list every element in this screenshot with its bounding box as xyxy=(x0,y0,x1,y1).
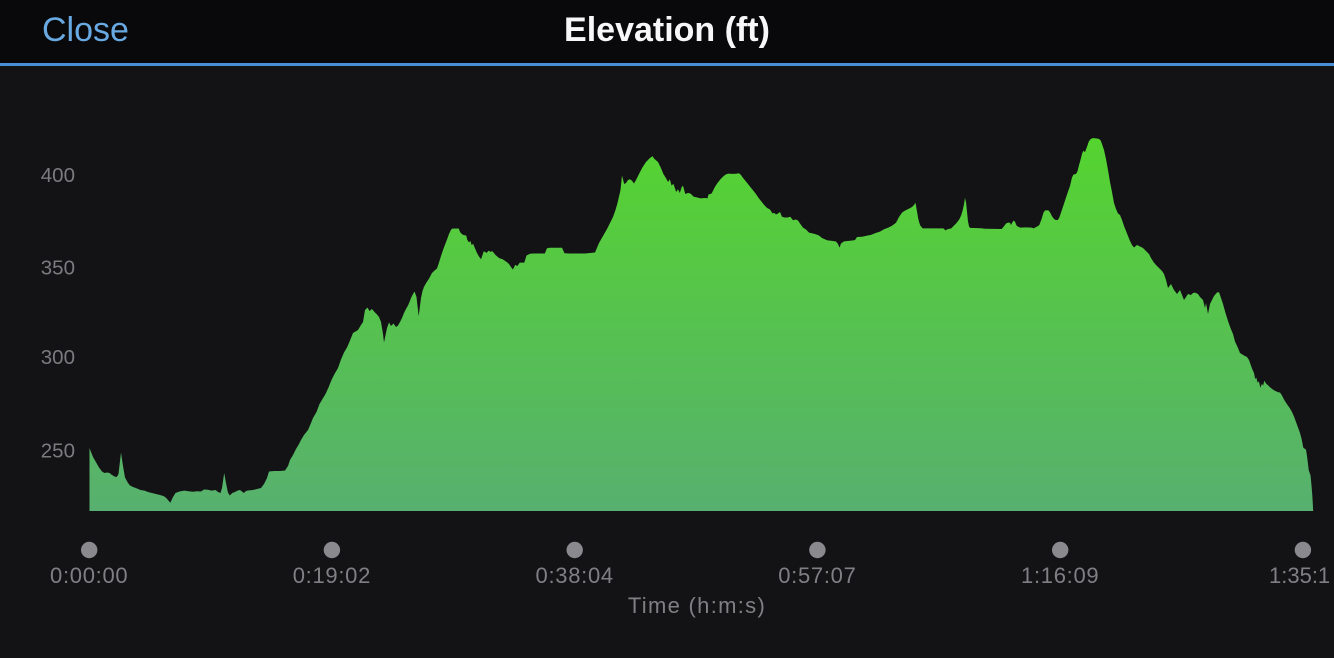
svg-text:1:35:1: 1:35:1 xyxy=(1269,563,1330,588)
svg-text:Time (h:m:s): Time (h:m:s) xyxy=(628,593,766,618)
svg-text:400: 400 xyxy=(41,164,75,187)
svg-text:350: 350 xyxy=(41,256,75,279)
svg-text:0:38:04: 0:38:04 xyxy=(536,563,614,588)
svg-text:0:19:02: 0:19:02 xyxy=(293,563,371,588)
svg-text:1:16:09: 1:16:09 xyxy=(1021,563,1099,588)
svg-text:250: 250 xyxy=(41,440,75,463)
svg-text:0:00:00: 0:00:00 xyxy=(50,563,128,588)
svg-text:0:57:07: 0:57:07 xyxy=(778,563,856,588)
svg-text:300: 300 xyxy=(41,346,75,369)
